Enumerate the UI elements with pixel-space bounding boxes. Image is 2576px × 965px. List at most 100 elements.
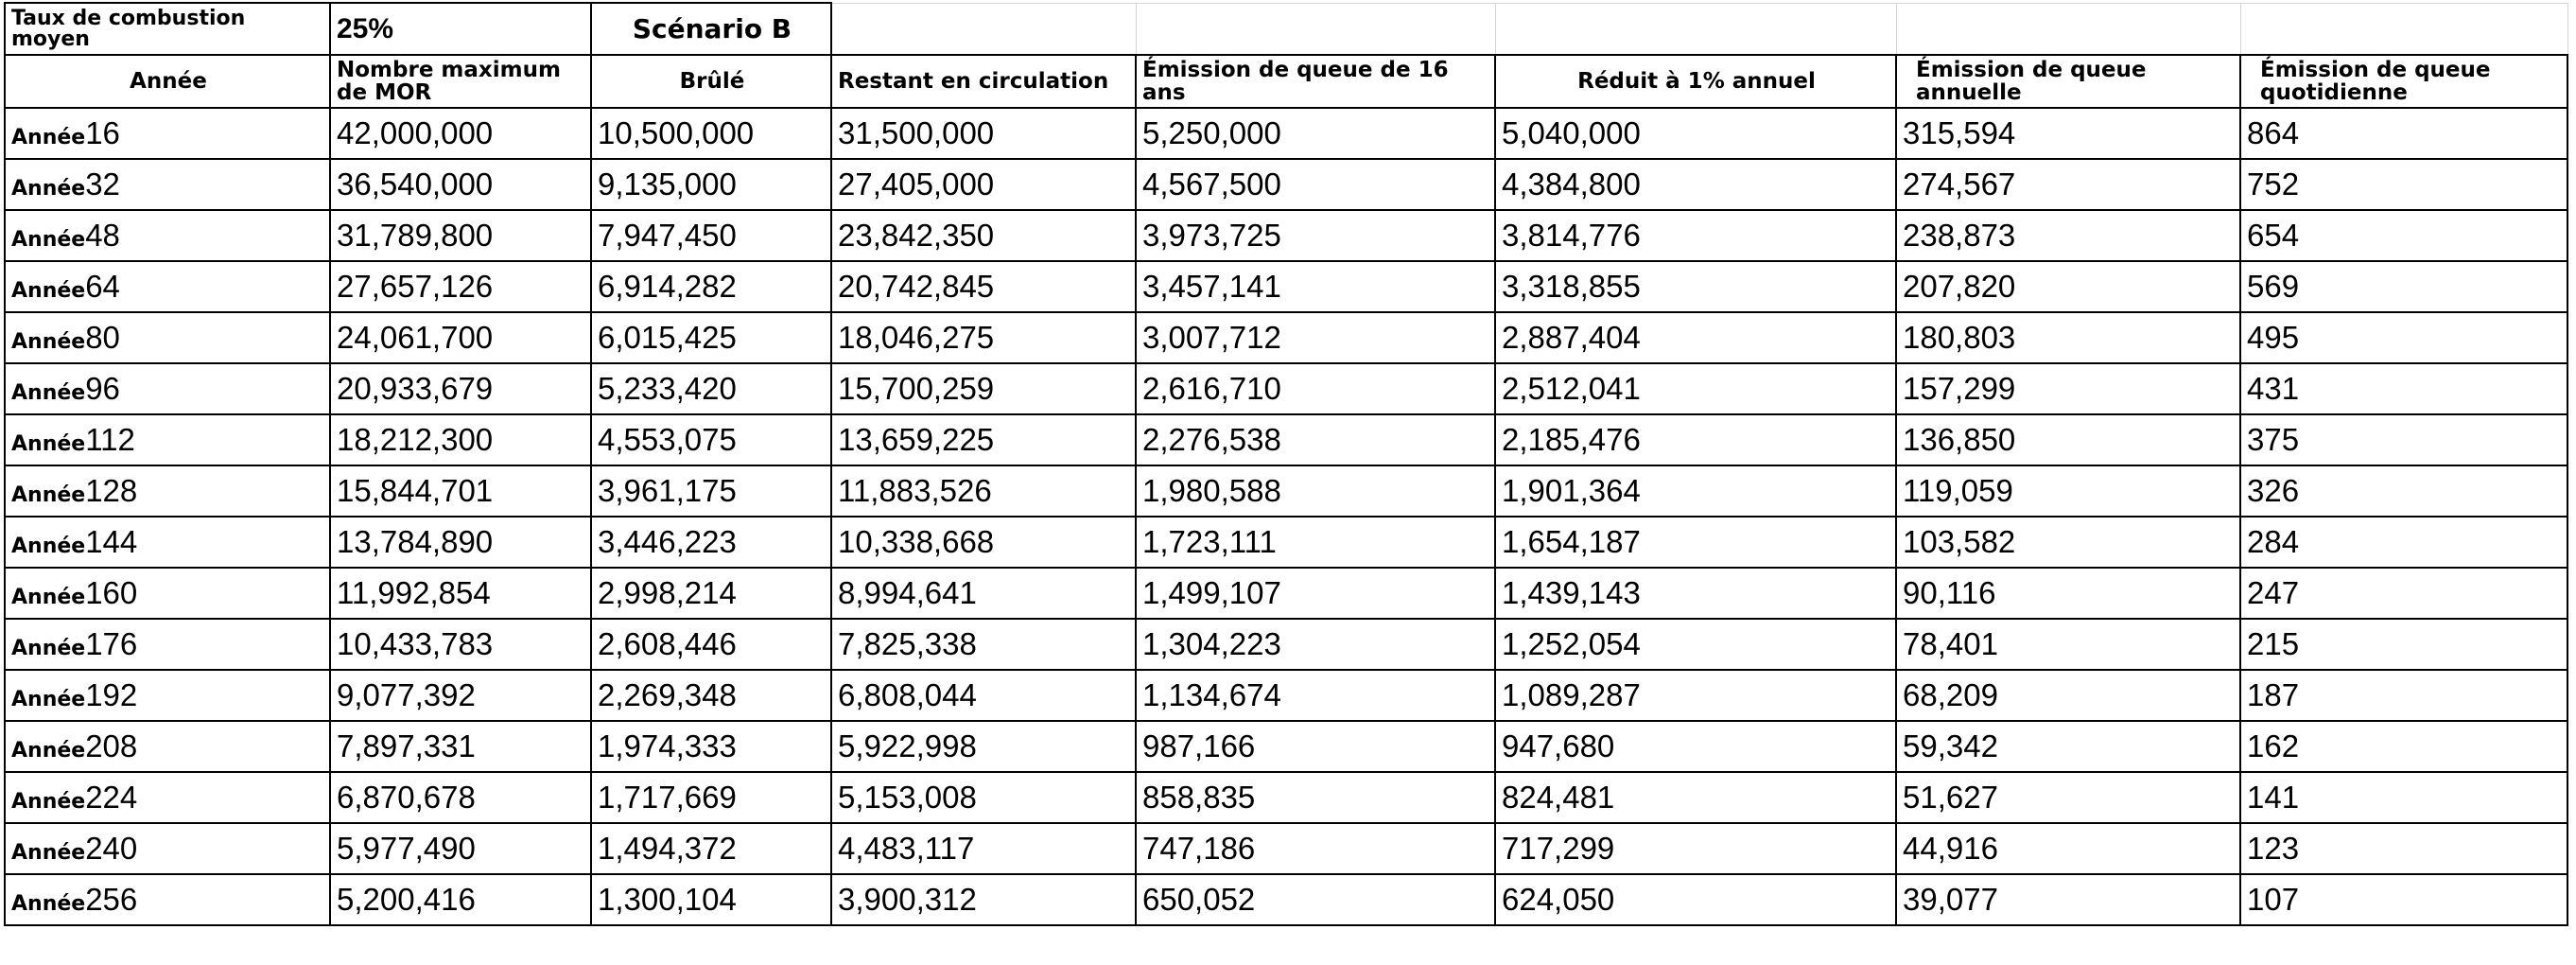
cell-tail16[interactable]: 650,052	[1135, 873, 1496, 926]
cell-tail16[interactable]: 3,973,725	[1135, 209, 1496, 262]
cell-max[interactable]: 9,077,392	[329, 669, 592, 722]
cell-max[interactable]: 7,897,331	[329, 720, 592, 773]
cell-tail16[interactable]: 1,499,107	[1135, 567, 1496, 620]
cell-annual[interactable]: 180,803	[1895, 311, 2241, 364]
cell-max[interactable]: 6,870,678	[329, 771, 592, 824]
cell-burned[interactable]: 2,998,214	[590, 567, 832, 620]
cell-burned[interactable]: 6,914,282	[590, 260, 832, 313]
cell-daily[interactable]: 375	[2239, 413, 2568, 466]
cell-tail16[interactable]: 747,186	[1135, 822, 1496, 875]
cell-max[interactable]: 18,212,300	[329, 413, 592, 466]
cell-daily[interactable]: 215	[2239, 618, 2568, 671]
cell-max[interactable]: 24,061,700	[329, 311, 592, 364]
year-cell[interactable]: Année64	[4, 260, 331, 313]
cell-remaining[interactable]: 23,842,350	[830, 209, 1137, 262]
cell-tail16[interactable]: 4,567,500	[1135, 158, 1496, 211]
year-cell[interactable]: Année128	[4, 465, 331, 518]
cell-tail16[interactable]: 2,616,710	[1135, 362, 1496, 415]
header-cell-reduced[interactable]: Réduit à 1% annuel	[1494, 54, 1897, 109]
cell-remaining[interactable]: 15,700,259	[830, 362, 1137, 415]
cell-reduced[interactable]: 5,040,000	[1494, 107, 1897, 160]
cell-tail16[interactable]: 5,250,000	[1135, 107, 1496, 160]
cell-annual[interactable]: 315,594	[1895, 107, 2241, 160]
scenario-cell[interactable]: Scénario B	[590, 2, 832, 56]
cell-tail16[interactable]: 2,276,538	[1135, 413, 1496, 466]
cell-burned[interactable]: 1,717,669	[590, 771, 832, 824]
cell-reduced[interactable]: 1,439,143	[1494, 567, 1897, 620]
cell-tail16[interactable]: 3,007,712	[1135, 311, 1496, 364]
cell-reduced[interactable]: 624,050	[1494, 873, 1897, 926]
cell-reduced[interactable]: 4,384,800	[1494, 158, 1897, 211]
cell-burned[interactable]: 1,494,372	[590, 822, 832, 875]
cell-annual[interactable]: 59,342	[1895, 720, 2241, 773]
cell-remaining[interactable]: 27,405,000	[830, 158, 1137, 211]
cell-daily[interactable]: 247	[2239, 567, 2568, 620]
year-cell[interactable]: Année208	[4, 720, 331, 773]
empty-cell[interactable]	[2239, 2, 2568, 56]
cell-daily[interactable]: 495	[2239, 311, 2568, 364]
cell-max[interactable]: 27,657,126	[329, 260, 592, 313]
cell-tail16[interactable]: 3,457,141	[1135, 260, 1496, 313]
header-cell-burned[interactable]: Brûlé	[590, 54, 832, 109]
cell-annual[interactable]: 44,916	[1895, 822, 2241, 875]
cell-max[interactable]: 13,784,890	[329, 516, 592, 569]
cell-burned[interactable]: 1,300,104	[590, 873, 832, 926]
cell-remaining[interactable]: 8,994,641	[830, 567, 1137, 620]
cell-annual[interactable]: 207,820	[1895, 260, 2241, 313]
cell-remaining[interactable]: 31,500,000	[830, 107, 1137, 160]
cell-tail16[interactable]: 1,134,674	[1135, 669, 1496, 722]
cell-annual[interactable]: 103,582	[1895, 516, 2241, 569]
header-cell-year[interactable]: Année	[4, 54, 331, 109]
cell-remaining[interactable]: 13,659,225	[830, 413, 1137, 466]
cell-daily[interactable]: 187	[2239, 669, 2568, 722]
cell-burned[interactable]: 7,947,450	[590, 209, 832, 262]
cell-annual[interactable]: 119,059	[1895, 465, 2241, 518]
cell-daily[interactable]: 864	[2239, 107, 2568, 160]
cell-daily[interactable]: 569	[2239, 260, 2568, 313]
cell-remaining[interactable]: 7,825,338	[830, 618, 1137, 671]
cell-remaining[interactable]: 20,742,845	[830, 260, 1137, 313]
cell-max[interactable]: 10,433,783	[329, 618, 592, 671]
cell-tail16[interactable]: 1,304,223	[1135, 618, 1496, 671]
cell-remaining[interactable]: 4,483,117	[830, 822, 1137, 875]
year-cell[interactable]: Année80	[4, 311, 331, 364]
cell-burned[interactable]: 6,015,425	[590, 311, 832, 364]
cell-remaining[interactable]: 5,922,998	[830, 720, 1137, 773]
cell-burned[interactable]: 5,233,420	[590, 362, 832, 415]
header-cell-remaining[interactable]: Restant en circulation	[830, 54, 1137, 109]
cell-annual[interactable]: 136,850	[1895, 413, 2241, 466]
header-cell-max[interactable]: Nombre maximum de MOR	[329, 54, 592, 109]
year-cell[interactable]: Année240	[4, 822, 331, 875]
cell-remaining[interactable]: 5,153,008	[830, 771, 1137, 824]
cell-max[interactable]: 31,789,800	[329, 209, 592, 262]
cell-daily[interactable]: 107	[2239, 873, 2568, 926]
cell-reduced[interactable]: 1,089,287	[1494, 669, 1897, 722]
year-cell[interactable]: Année48	[4, 209, 331, 262]
year-cell[interactable]: Année192	[4, 669, 331, 722]
empty-cell[interactable]	[1895, 2, 2241, 56]
header-cell-tail16[interactable]: Émission de queue de 16 ans	[1135, 54, 1496, 109]
cell-remaining[interactable]: 10,338,668	[830, 516, 1137, 569]
cell-burned[interactable]: 1,974,333	[590, 720, 832, 773]
year-cell[interactable]: Année176	[4, 618, 331, 671]
cell-burned[interactable]: 10,500,000	[590, 107, 832, 160]
cell-reduced[interactable]: 1,252,054	[1494, 618, 1897, 671]
burn-rate-label-cell[interactable]: Taux de combustion moyen	[4, 2, 331, 56]
cell-reduced[interactable]: 1,654,187	[1494, 516, 1897, 569]
cell-burned[interactable]: 3,961,175	[590, 465, 832, 518]
empty-cell[interactable]	[1135, 2, 1496, 56]
cell-daily[interactable]: 162	[2239, 720, 2568, 773]
year-cell[interactable]: Année160	[4, 567, 331, 620]
cell-remaining[interactable]: 6,808,044	[830, 669, 1137, 722]
cell-max[interactable]: 15,844,701	[329, 465, 592, 518]
cell-annual[interactable]: 78,401	[1895, 618, 2241, 671]
cell-burned[interactable]: 4,553,075	[590, 413, 832, 466]
cell-daily[interactable]: 431	[2239, 362, 2568, 415]
cell-reduced[interactable]: 2,887,404	[1494, 311, 1897, 364]
cell-daily[interactable]: 326	[2239, 465, 2568, 518]
cell-reduced[interactable]: 717,299	[1494, 822, 1897, 875]
cell-daily[interactable]: 141	[2239, 771, 2568, 824]
year-cell[interactable]: Année32	[4, 158, 331, 211]
cell-max[interactable]: 5,200,416	[329, 873, 592, 926]
cell-reduced[interactable]: 947,680	[1494, 720, 1897, 773]
